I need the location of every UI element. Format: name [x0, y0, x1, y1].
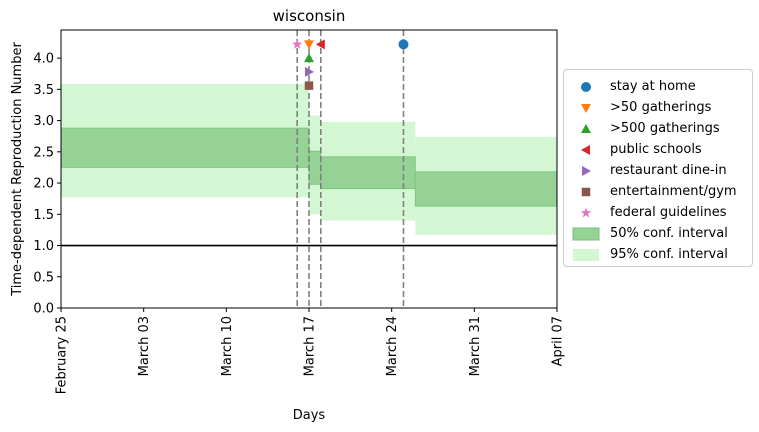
- ci50-band-2: [320, 156, 416, 190]
- y-tick-label-0: 0.0: [33, 302, 54, 317]
- legend-item-ci50-label: 50% conf. interval: [610, 226, 728, 241]
- event-marker-2: [304, 53, 314, 63]
- legend-item-0-marker: [572, 80, 600, 94]
- legend-symbol-5: [581, 187, 591, 196]
- legend-item-1: >50 gatherings: [572, 97, 746, 118]
- x-tick-label-2: March 10: [220, 316, 235, 376]
- y-tick-label-4: 2.0: [33, 177, 54, 192]
- y-tick-label-7: 3.5: [33, 83, 54, 98]
- legend-symbol-0: [581, 81, 591, 92]
- legend-item-0: stay at home: [572, 76, 746, 97]
- legend-item-ci50-marker: [572, 227, 600, 241]
- legend-symbol-ci95: [573, 248, 599, 261]
- legend-item-3: public schools: [572, 139, 746, 160]
- legend-item-4-swatch: [582, 165, 591, 176]
- ci50-band-0: [61, 127, 310, 168]
- legend-item-6-label: federal guidelines: [610, 205, 727, 220]
- legend-item-4-marker: [572, 164, 600, 178]
- legend-item-ci95-swatch: [573, 248, 599, 261]
- y-tick-label-6: 3.0: [33, 114, 54, 129]
- legend-item-4: restaurant dine-in: [572, 160, 746, 181]
- legend-item-1-label: >50 gatherings: [610, 100, 712, 115]
- legend-item-3-marker: [572, 143, 600, 157]
- legend-item-4-label: restaurant dine-in: [610, 163, 727, 178]
- legend-item-6-swatch: [580, 207, 592, 217]
- event-marker-6: [291, 38, 303, 49]
- x-tick-label-1: March 03: [137, 316, 152, 376]
- y-axis-label: Time-dependent Reproduction Number: [10, 42, 25, 297]
- legend-item-5-label: entertainment/gym: [610, 184, 737, 199]
- legend-item-5-marker: [572, 185, 600, 199]
- legend-symbol-ci50: [572, 227, 600, 240]
- x-tick-label-4: March 24: [385, 316, 400, 376]
- legend-item-1-swatch: [581, 103, 591, 113]
- legend-symbol-1: [581, 103, 591, 113]
- legend-item-2-label: >500 gatherings: [610, 121, 720, 136]
- legend-item-3-label: public schools: [610, 142, 702, 157]
- legend-item-2-swatch: [581, 123, 591, 133]
- legend-item-ci95: 95% conf. interval: [572, 244, 746, 265]
- legend-symbol-3: [581, 144, 590, 155]
- ci50-band-1: [308, 150, 322, 185]
- legend-symbol-6: [580, 207, 592, 217]
- legend-item-5-swatch: [581, 187, 591, 196]
- y-tick-label-3: 1.5: [33, 208, 54, 223]
- legend-item-5: entertainment/gym: [572, 181, 746, 202]
- legend-item-ci95-marker: [572, 248, 600, 262]
- legend-item-2: >500 gatherings: [572, 118, 746, 139]
- legend-item-6-marker: [572, 206, 600, 220]
- legend-item-6: federal guidelines: [572, 202, 746, 223]
- event-marker-0: [398, 39, 409, 50]
- chart-title: wisconsin: [273, 7, 346, 25]
- legend-item-ci95-label: 95% conf. interval: [610, 247, 728, 262]
- legend-item-2-marker: [572, 122, 600, 136]
- legend-item-ci50-swatch: [572, 227, 600, 240]
- event-marker-5: [304, 81, 314, 90]
- legend-item-0-swatch: [581, 81, 591, 92]
- y-tick-label-2: 1.0: [33, 239, 54, 254]
- legend: stay at home >50 gatherings >500 gathering…: [563, 69, 753, 267]
- x-axis-label: Days: [293, 408, 326, 423]
- event-marker-1: [304, 40, 314, 50]
- event-marker-3: [315, 39, 325, 50]
- y-tick-label-8: 4.0: [33, 52, 54, 67]
- ci50-band-3: [414, 171, 557, 207]
- legend-symbol-2: [581, 123, 591, 133]
- y-tick-label-1: 0.5: [33, 270, 54, 285]
- legend-symbol-4: [582, 165, 591, 176]
- legend-item-0-label: stay at home: [610, 79, 696, 94]
- x-tick-label-5: March 31: [468, 316, 483, 376]
- x-tick-label-6: April 07: [551, 316, 566, 366]
- legend-item-1-marker: [572, 101, 600, 115]
- x-tick-label-0: February 25: [55, 316, 70, 394]
- y-tick-label-5: 2.5: [33, 145, 54, 160]
- x-tick-label-3: March 17: [303, 316, 318, 376]
- legend-item-ci50: 50% conf. interval: [572, 223, 746, 244]
- legend-item-3-swatch: [581, 144, 590, 155]
- event-marker-4: [305, 66, 314, 77]
